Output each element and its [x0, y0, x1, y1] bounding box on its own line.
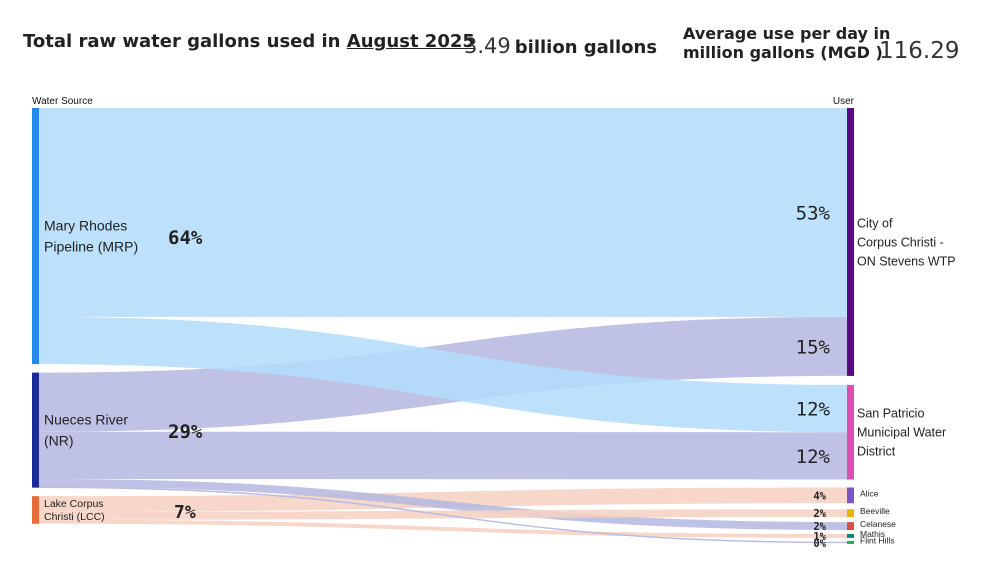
source-node-nr: [32, 372, 39, 488]
flow-label-mrp-to-sp: 12%: [796, 399, 831, 421]
flow-nr-to-sp: [39, 431, 847, 480]
flow-label-mrp-to-ccc: 53%: [796, 202, 831, 224]
user-node-celanese: [847, 522, 854, 530]
flow-label-nr-to-ccc: 15%: [796, 336, 831, 358]
total-gallons-kpi: 3.49 billion gallons: [464, 34, 657, 58]
user-label-alice: Alice: [860, 488, 879, 498]
flow-mrp-to-sp: [39, 316, 847, 433]
mgd-label-line2: million gallons (MGD ): [683, 43, 883, 62]
flow-label-lcc-to-alice: 4%: [813, 490, 826, 502]
user-label-sp: San Patricio Municipal Water District: [857, 407, 946, 459]
source-node-lcc: [32, 496, 39, 524]
user-node-alice: [847, 487, 854, 504]
flow-label-nr-to-flint: 0%: [813, 538, 826, 550]
flow-label-lcc-to-mathis: 1%: [813, 531, 826, 543]
source-node-mrp: [32, 108, 39, 365]
title-prefix: Total raw water gallons used in: [23, 31, 341, 52]
source-label-mrp: Mary Rhodes Pipeline (MRP): [44, 217, 138, 254]
left-axis-header: Water Source: [32, 96, 93, 107]
flow-label-nr-to-celanese: 2%: [813, 521, 826, 533]
flow-label-lcc-to-beeville: 2%: [813, 508, 826, 520]
user-node-beeville: [847, 509, 854, 518]
user-node-sp: [847, 384, 854, 480]
mgd-label-line1: Average use per day in: [683, 24, 891, 43]
flow-mrp-to-ccc: [39, 108, 847, 317]
user-node-ccc: [847, 108, 854, 376]
flow-lcc-to-alice: [39, 487, 847, 512]
chart-title: Total raw water gallons used in August 2…: [23, 31, 475, 52]
user-label-ccc: City of Corpus Christi -ON Stevens WTP: [857, 216, 956, 268]
source-label-nr: Nueces River (NR): [44, 412, 128, 449]
right-axis-header: User: [833, 96, 855, 107]
user-label-flint: Flint Hills: [860, 535, 894, 545]
user-label-beeville: Beeville: [860, 506, 890, 516]
source-pct-nr: 29%: [168, 421, 203, 443]
mgd-label: Average use per day in million gallons (M…: [683, 24, 890, 62]
total-gallons-value: 3.49: [464, 34, 511, 58]
source-label-lcc: Lake Corpus Christi (LCC): [44, 498, 105, 523]
total-gallons-unit: billion gallons: [514, 37, 658, 58]
mgd-value: 116.29: [879, 38, 960, 64]
flow-label-nr-to-sp: 12%: [796, 446, 831, 468]
user-label-mathis: Mathis: [860, 529, 885, 539]
flow-nr-to-celanese: [39, 478, 847, 530]
flow-lcc-to-mathis: [39, 519, 847, 538]
user-node-flint: [847, 540, 854, 544]
source-pct-lcc: 7%: [174, 502, 196, 523]
source-pct-mrp: 64%: [168, 227, 203, 249]
user-label-celanese: Celanese: [860, 519, 896, 529]
user-node-mathis: [847, 534, 854, 538]
month-selector[interactable]: August 2025: [346, 31, 475, 52]
